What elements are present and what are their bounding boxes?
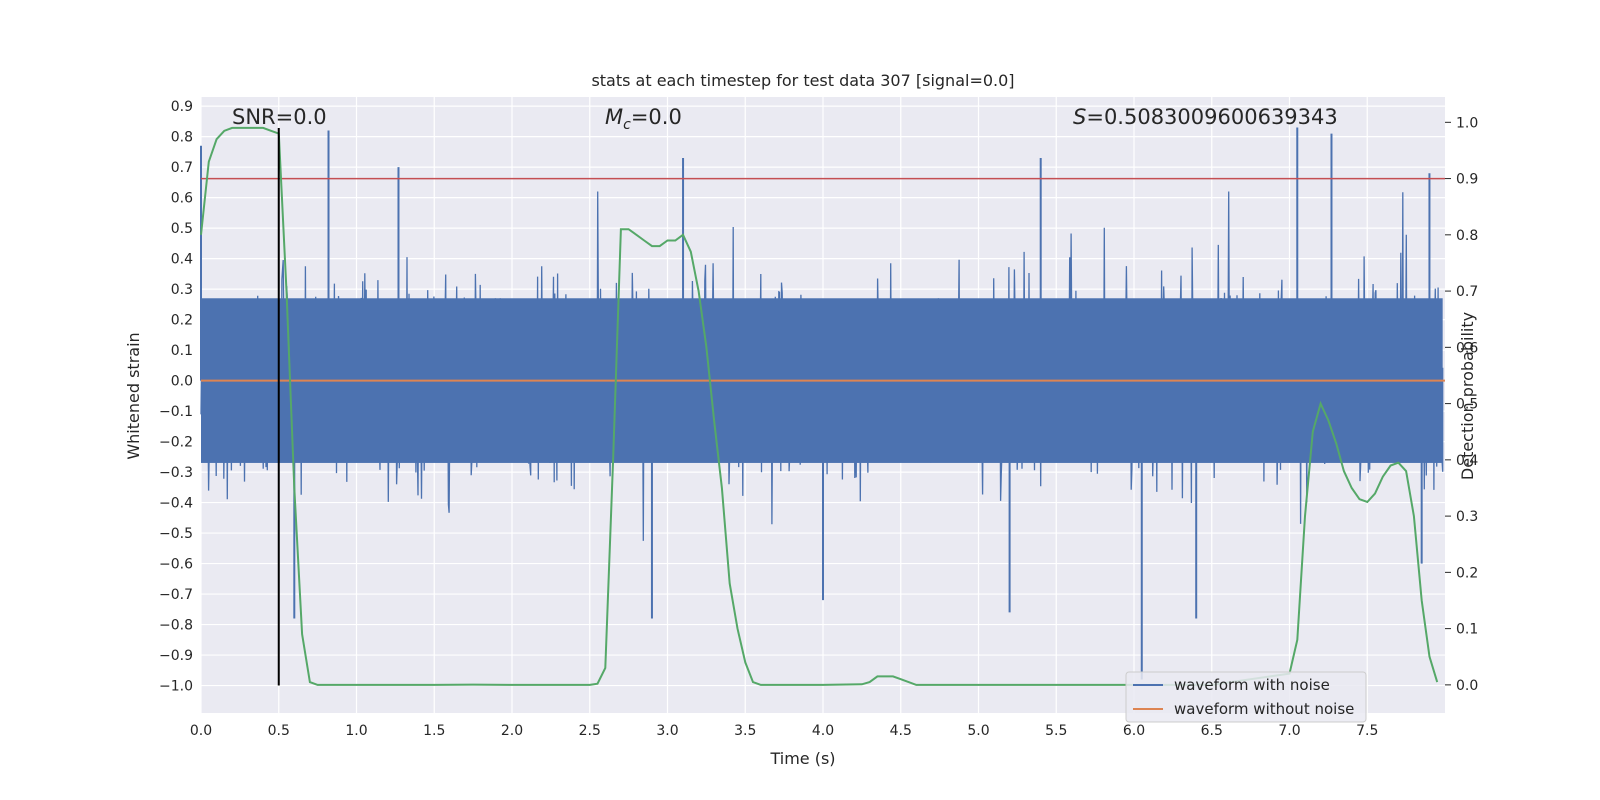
- mc-subscript: c: [623, 117, 631, 133]
- y-tick-label: −0.9: [159, 648, 193, 664]
- y2-tick-label: 0.9: [1456, 172, 1478, 188]
- y-tick-label: 0.7: [171, 160, 193, 176]
- legend-label-noise: waveform with noise: [1174, 676, 1330, 694]
- y2-axis: 0.0 0.1 0.2 0.3 0.4 0.5 0.6 0.7 0.8 0.9 1.0: [1445, 115, 1478, 694]
- s-value: =0.5083009600639343: [1086, 105, 1337, 129]
- x-tick-label: 6.0: [1123, 723, 1145, 739]
- x-tick-label: 3.5: [734, 723, 756, 739]
- x-tick-label: 0.0: [190, 723, 212, 739]
- x-tick-label: 2.0: [501, 723, 523, 739]
- y-tick-label: 0.3: [171, 282, 193, 298]
- x-axis-label: Time (s): [769, 749, 835, 768]
- y2-tick-label: 0.8: [1456, 228, 1478, 244]
- y-tick-label: 0.0: [171, 374, 193, 390]
- x-tick-label: 5.5: [1045, 723, 1067, 739]
- x-tick-label: 2.5: [579, 723, 601, 739]
- y2-tick-label: 0.7: [1456, 284, 1478, 300]
- y2-tick-label: 0.3: [1456, 509, 1478, 525]
- y-tick-label: −0.6: [159, 557, 193, 573]
- x-tick-label: 4.5: [890, 723, 912, 739]
- x-axis: 0.0 0.5 1.0 1.5 2.0 2.5 3.0 3.5 4.0 4.5 5.0 5.5 6.0 6…: [190, 723, 1379, 739]
- y-tick-label: −1.0: [159, 679, 193, 695]
- y-tick-label: 0.4: [171, 252, 193, 268]
- y-tick-label: 0.8: [171, 130, 193, 146]
- x-tick-label: 3.0: [656, 723, 678, 739]
- x-tick-label: 1.0: [345, 723, 367, 739]
- y-axis: −1.0 −0.9 −0.8 −0.7 −0.6 −0.5 −0.4 −0.3 −0.2 −0.1…: [159, 99, 193, 694]
- y-tick-label: −0.1: [159, 404, 193, 420]
- chart-title: stats at each timestep for test data 307…: [591, 71, 1014, 90]
- x-tick-label: 7.0: [1278, 723, 1300, 739]
- y2-tick-label: 0.6: [1456, 340, 1478, 356]
- y-tick-label: 0.6: [171, 191, 193, 207]
- y2-axis-label: Detection probability: [1458, 312, 1477, 480]
- y-tick-label: 0.5: [171, 221, 193, 237]
- s-symbol: S: [1073, 105, 1086, 129]
- y2-tick-label: 0.4: [1456, 453, 1478, 469]
- y-tick-label: −0.5: [159, 526, 193, 542]
- legend: waveform with noise waveform without noi…: [1125, 671, 1367, 723]
- probability-series: [200, 126, 1439, 686]
- y2-tick-label: 1.0: [1456, 115, 1478, 131]
- mc-annotation: Mc=0.0: [605, 105, 682, 133]
- y2-tick-label: 0.1: [1456, 622, 1478, 638]
- y-tick-label: 0.9: [171, 99, 193, 115]
- x-tick-label: 5.0: [967, 723, 989, 739]
- y-tick-label: −0.7: [159, 587, 193, 603]
- y2-tick-label: 0.5: [1456, 397, 1478, 413]
- x-tick-label: 0.5: [268, 723, 290, 739]
- y-tick-label: −0.3: [159, 465, 193, 481]
- legend-box: [1125, 671, 1367, 723]
- mc-symbol: M: [605, 105, 623, 129]
- y-axis-label: Whitened strain: [124, 332, 143, 459]
- x-tick-label: 7.5: [1356, 723, 1378, 739]
- y-tick-label: −0.2: [159, 435, 193, 451]
- snr-annotation: SNR=0.0: [232, 105, 327, 129]
- mc-value: =0.0: [631, 105, 682, 129]
- y-tick-label: 0.1: [171, 343, 193, 359]
- x-tick-label: 1.5: [423, 723, 445, 739]
- y-tick-label: −0.4: [159, 496, 193, 512]
- y-tick-label: 0.2: [171, 313, 193, 329]
- y2-tick-label: 0.0: [1456, 678, 1478, 694]
- y-tick-label: −0.8: [159, 618, 193, 634]
- x-tick-label: 4.0: [812, 723, 834, 739]
- legend-label-clean: waveform without noise: [1174, 700, 1354, 718]
- y2-tick-label: 0.2: [1456, 565, 1478, 581]
- s-annotation: S=0.5083009600639343: [1073, 105, 1338, 129]
- x-tick-label: 6.5: [1201, 723, 1223, 739]
